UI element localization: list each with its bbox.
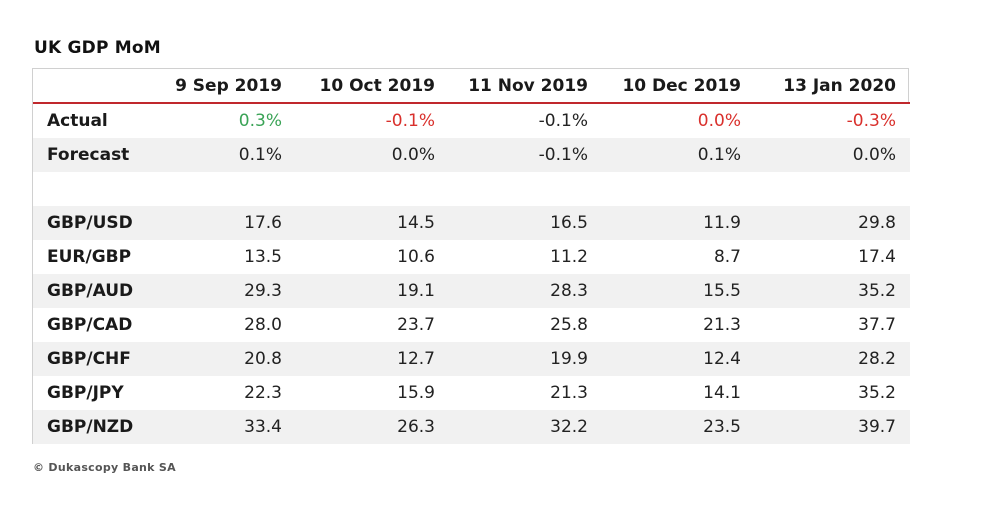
table-cell: 28.3 bbox=[449, 274, 602, 308]
table-cell: 12.4 bbox=[602, 342, 755, 376]
table-cell: 20.8 bbox=[157, 342, 296, 376]
table-cell: -0.3% bbox=[755, 103, 910, 138]
table-cell: 33.4 bbox=[157, 410, 296, 444]
gdp-volatility-table: 9 Sep 2019 10 Oct 2019 11 Nov 2019 10 De… bbox=[33, 69, 910, 444]
table-row-gbpnzd: GBP/NZD 33.4 26.3 32.2 23.5 39.7 bbox=[33, 410, 910, 444]
table-row-gbpchf: GBP/CHF 20.8 12.7 19.9 12.4 28.2 bbox=[33, 342, 910, 376]
table-cell: 11.9 bbox=[602, 206, 755, 240]
header-row: 9 Sep 2019 10 Oct 2019 11 Nov 2019 10 De… bbox=[33, 69, 910, 104]
table-cell: 17.4 bbox=[755, 240, 910, 274]
table-cell: 10.6 bbox=[296, 240, 449, 274]
table-cell: 0.0% bbox=[602, 103, 755, 138]
table-cell: 37.7 bbox=[755, 308, 910, 342]
table-cell: 0.3% bbox=[157, 103, 296, 138]
table-title: UK GDP MoM bbox=[34, 38, 161, 58]
table-cell: 32.2 bbox=[449, 410, 602, 444]
row-label: EUR/GBP bbox=[33, 240, 157, 274]
table-cell: 19.9 bbox=[449, 342, 602, 376]
table-row-gbpaud: GBP/AUD 29.3 19.1 28.3 15.5 35.2 bbox=[33, 274, 910, 308]
table-cell bbox=[157, 172, 296, 206]
table-cell: 39.7 bbox=[755, 410, 910, 444]
table-cell: 23.5 bbox=[602, 410, 755, 444]
table-cell: 19.1 bbox=[296, 274, 449, 308]
row-label bbox=[33, 172, 157, 206]
table-cell: -0.1% bbox=[449, 103, 602, 138]
column-header: 10 Oct 2019 bbox=[296, 69, 449, 104]
table-row-gbpcad: GBP/CAD 28.0 23.7 25.8 21.3 37.7 bbox=[33, 308, 910, 342]
column-header: 10 Dec 2019 bbox=[602, 69, 755, 104]
row-label: Forecast bbox=[33, 138, 157, 172]
row-label: GBP/CHF bbox=[33, 342, 157, 376]
table-cell: 8.7 bbox=[602, 240, 755, 274]
column-header: 13 Jan 2020 bbox=[755, 69, 910, 104]
table-cell: 35.2 bbox=[755, 376, 910, 410]
table-row-gbpjpy: GBP/JPY 22.3 15.9 21.3 14.1 35.2 bbox=[33, 376, 910, 410]
column-header: 9 Sep 2019 bbox=[157, 69, 296, 104]
table-cell: 0.1% bbox=[157, 138, 296, 172]
table-cell: 26.3 bbox=[296, 410, 449, 444]
table-cell: 21.3 bbox=[602, 308, 755, 342]
table-cell: 23.7 bbox=[296, 308, 449, 342]
table-row-forecast: Forecast 0.1% 0.0% -0.1% 0.1% 0.0% bbox=[33, 138, 910, 172]
table-cell: 16.5 bbox=[449, 206, 602, 240]
table-cell: 25.8 bbox=[449, 308, 602, 342]
row-label: GBP/NZD bbox=[33, 410, 157, 444]
table-cell: 14.1 bbox=[602, 376, 755, 410]
table-cell: 35.2 bbox=[755, 274, 910, 308]
table-cell: 0.1% bbox=[602, 138, 755, 172]
table-cell: -0.1% bbox=[449, 138, 602, 172]
table-cell: 13.5 bbox=[157, 240, 296, 274]
row-label: GBP/USD bbox=[33, 206, 157, 240]
table-cell: 22.3 bbox=[157, 376, 296, 410]
column-header: 11 Nov 2019 bbox=[449, 69, 602, 104]
table-cell: 29.3 bbox=[157, 274, 296, 308]
table-cell: 28.0 bbox=[157, 308, 296, 342]
table-cell: 0.0% bbox=[755, 138, 910, 172]
header-corner bbox=[33, 69, 157, 104]
table-cell bbox=[602, 172, 755, 206]
table-cell: 14.5 bbox=[296, 206, 449, 240]
copyright-footer: © Dukascopy Bank SA bbox=[33, 461, 176, 474]
table-cell bbox=[755, 172, 910, 206]
table-cell: 29.8 bbox=[755, 206, 910, 240]
row-label: GBP/CAD bbox=[33, 308, 157, 342]
table-cell: 17.6 bbox=[157, 206, 296, 240]
table-row-gbpusd: GBP/USD 17.6 14.5 16.5 11.9 29.8 bbox=[33, 206, 910, 240]
table-cell: -0.1% bbox=[296, 103, 449, 138]
table-cell bbox=[296, 172, 449, 206]
table-row-spacer bbox=[33, 172, 910, 206]
table-cell: 12.7 bbox=[296, 342, 449, 376]
table-cell: 21.3 bbox=[449, 376, 602, 410]
row-label: GBP/AUD bbox=[33, 274, 157, 308]
table-cell: 0.0% bbox=[296, 138, 449, 172]
table-row-actual: Actual 0.3% -0.1% -0.1% 0.0% -0.3% bbox=[33, 103, 910, 138]
table-cell: 28.2 bbox=[755, 342, 910, 376]
row-label: Actual bbox=[33, 103, 157, 138]
row-label: GBP/JPY bbox=[33, 376, 157, 410]
table-cell bbox=[449, 172, 602, 206]
table-row-eurgbp: EUR/GBP 13.5 10.6 11.2 8.7 17.4 bbox=[33, 240, 910, 274]
table-cell: 15.9 bbox=[296, 376, 449, 410]
table-cell: 15.5 bbox=[602, 274, 755, 308]
data-table-container: 9 Sep 2019 10 Oct 2019 11 Nov 2019 10 De… bbox=[32, 68, 910, 444]
table-cell: 11.2 bbox=[449, 240, 602, 274]
